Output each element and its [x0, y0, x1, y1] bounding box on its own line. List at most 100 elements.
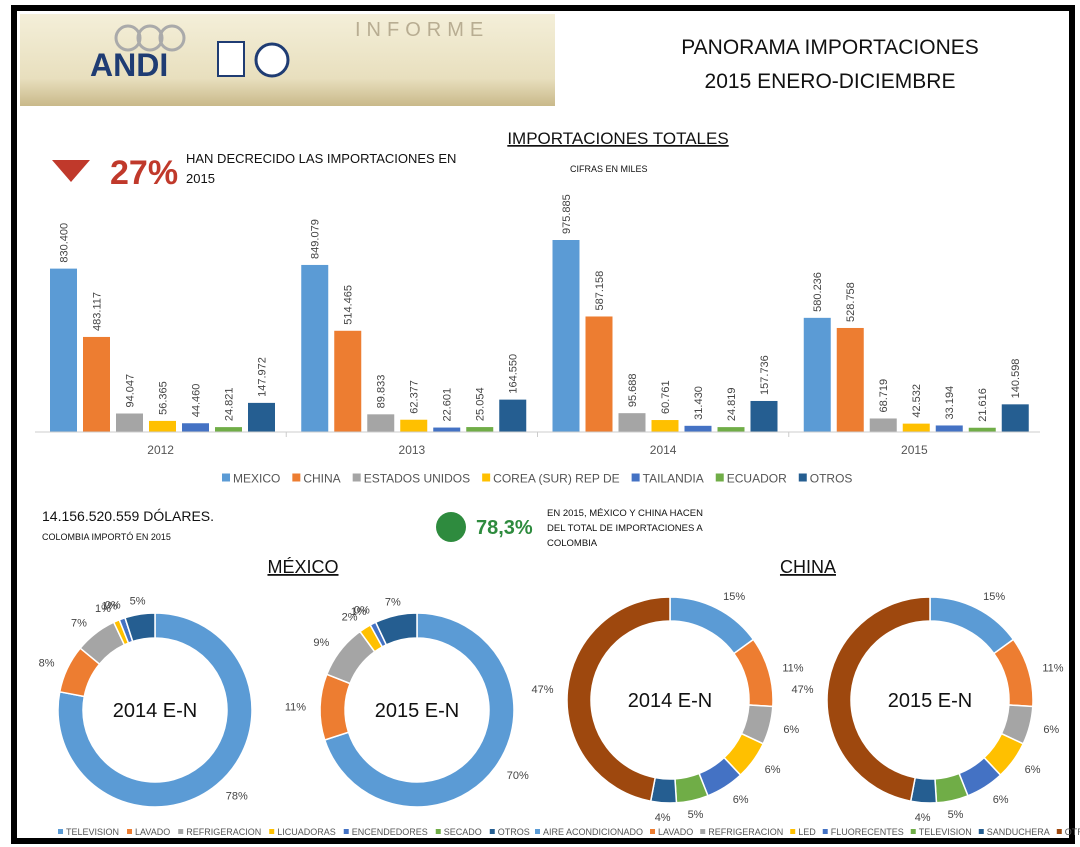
bar: [149, 420, 176, 432]
bar: [836, 327, 864, 432]
data-label: 33.194: [944, 386, 956, 420]
callout-text: 2015: [186, 171, 215, 186]
data-label: 89.833: [376, 375, 388, 409]
legend-label: OTROS: [498, 827, 530, 837]
legend-swatch: [489, 829, 495, 834]
legend-label: SECADO: [444, 827, 482, 837]
percent-label: 6%: [733, 794, 749, 806]
legend-swatch: [222, 473, 230, 482]
donut-center-label: 2014 E-N: [628, 690, 713, 712]
bar: [803, 317, 831, 432]
legend-label: CHINA: [303, 472, 340, 486]
data-label: 60.761: [660, 380, 672, 414]
bar: [50, 268, 77, 432]
share-text: EN 2015, MÉXICO Y CHINA HACEN: [547, 508, 703, 519]
percent-label: 4%: [915, 812, 931, 824]
bar: [83, 336, 110, 432]
legend-label: REFRIGERACION: [708, 827, 783, 837]
percent-label: 6%: [993, 794, 1009, 806]
donut-center-label: 2014 E-N: [113, 700, 198, 722]
percent-label: 5%: [688, 809, 704, 821]
data-label: 94.047: [125, 374, 137, 408]
percent-label: 47%: [531, 684, 553, 696]
data-label: 31.430: [693, 386, 705, 420]
bar: [651, 420, 679, 432]
bar: [400, 419, 428, 432]
data-label: 44.460: [191, 384, 203, 418]
legend-swatch: [127, 829, 133, 834]
bar: [433, 427, 461, 432]
data-label: 975.885: [561, 194, 573, 234]
legend-label: FLUORECENTES: [831, 827, 904, 837]
legend-swatch: [910, 829, 916, 834]
data-label: 514.465: [343, 285, 355, 325]
data-label: 830.400: [59, 223, 71, 263]
percent-label: 7%: [71, 617, 87, 629]
percent-label: 1%: [95, 603, 111, 615]
logo-circles: [114, 24, 290, 78]
percent-label: 11%: [782, 662, 803, 674]
data-label: 24.819: [726, 387, 738, 421]
legend-swatch: [178, 829, 184, 834]
header-label: INFORME: [355, 19, 489, 41]
donut-segment: [374, 612, 418, 646]
donut-segment: [323, 612, 515, 808]
data-label: 25.054: [475, 387, 487, 421]
donut-segment: [57, 612, 253, 808]
legend-label: AIRE ACONDICIONADO: [543, 827, 643, 837]
x-tick-label: 2015: [901, 443, 928, 457]
data-label: 95.688: [627, 374, 639, 408]
bar: [750, 400, 778, 432]
legend-label: MEXICO: [233, 472, 280, 486]
legend-label: TAILANDIA: [643, 472, 704, 486]
legend-label: LAVADO: [135, 827, 170, 837]
legend-swatch: [292, 473, 301, 482]
chart-title: IMPORTACIONES TOTALES: [507, 129, 728, 148]
data-label: 56.365: [158, 381, 170, 415]
percent-label: 47%: [791, 684, 813, 696]
data-label: 164.550: [508, 354, 520, 394]
legend-label: ECUADOR: [727, 472, 787, 486]
bar: [334, 330, 362, 432]
legend-swatch: [435, 829, 441, 834]
donut-title: CHINA: [780, 557, 836, 577]
donut-segment: [826, 596, 931, 803]
bar: [248, 402, 275, 432]
percent-label: 11%: [285, 702, 306, 714]
chart-subtitle: CIFRAS EN MILES: [570, 164, 648, 174]
legend-label: LED: [798, 827, 816, 837]
legend-swatch: [790, 829, 796, 834]
donut-title: MÉXICO: [267, 557, 338, 577]
callout-value: 27%: [110, 154, 178, 192]
legend-label: ENCENDEDORES: [352, 827, 428, 837]
legend-swatch: [700, 829, 706, 834]
legend-swatch: [352, 473, 361, 482]
legend-swatch: [269, 829, 275, 834]
share-text: DEL TOTAL DE IMPORTACIONES A: [547, 523, 703, 534]
bar: [182, 423, 209, 432]
bar: [466, 427, 494, 432]
percent-label: 7%: [385, 597, 401, 609]
x-tick-label: 2012: [147, 443, 174, 457]
bar: [902, 423, 930, 432]
percent-label: 6%: [1025, 764, 1041, 776]
bar: [499, 399, 527, 432]
bar: [618, 413, 646, 432]
frame: [11, 5, 1075, 844]
percent-label: 9%: [313, 637, 329, 649]
percent-label: 2%: [342, 611, 358, 623]
percent-label: 0%: [105, 599, 121, 611]
legend-swatch: [343, 829, 349, 834]
bar: [552, 240, 580, 432]
donut-segment: [319, 673, 352, 741]
bar: [968, 427, 996, 432]
legend-label: OTROS: [810, 472, 853, 486]
percent-label: 6%: [1043, 724, 1059, 736]
total-value: 14.156.520.559 DÓLARES.: [42, 508, 214, 524]
legend-swatch: [978, 829, 984, 834]
callout-text: HAN DECRECIDO LAS IMPORTACIONES EN: [186, 151, 456, 166]
x-tick-label: 2013: [399, 443, 426, 457]
share-value: 78,3%: [476, 517, 533, 539]
